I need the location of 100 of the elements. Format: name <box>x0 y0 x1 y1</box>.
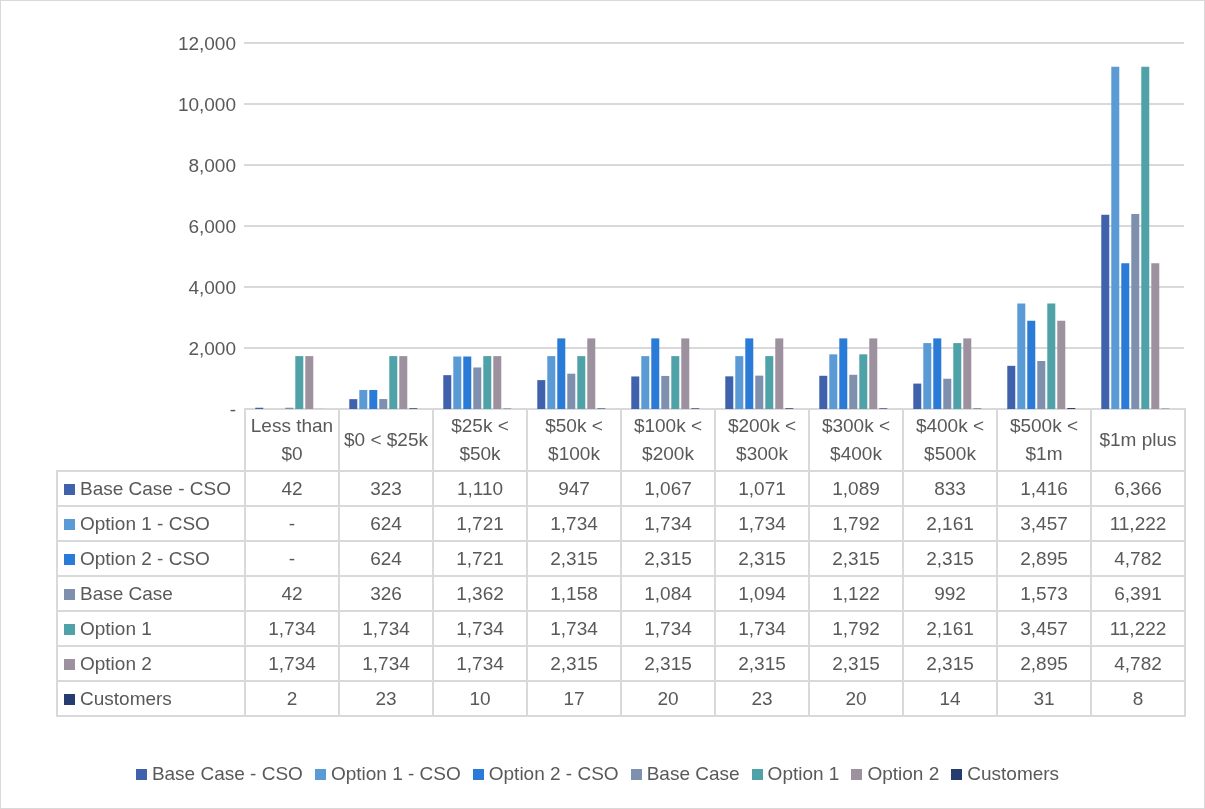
bar <box>671 356 680 409</box>
data-label: 2,315 <box>527 646 621 681</box>
bar <box>389 356 398 409</box>
x-tick-label: Less than $0 <box>245 409 339 471</box>
x-tick-label: $0 < $25k <box>339 409 433 471</box>
x-tick-label: $100k < $200k <box>621 409 715 471</box>
bar <box>829 354 838 409</box>
data-label: 2,161 <box>903 611 997 646</box>
bar <box>1141 66 1150 409</box>
data-label: 2,315 <box>809 541 903 576</box>
bar <box>1151 263 1160 409</box>
data-label: 947 <box>527 471 621 506</box>
data-label: 323 <box>339 471 433 506</box>
bar <box>1047 303 1056 409</box>
bar <box>725 376 734 409</box>
text: Option 2 - CSO <box>488 763 619 784</box>
bar <box>735 356 744 409</box>
bar <box>745 338 754 409</box>
y-tick-label: 8,000 <box>188 154 236 176</box>
bar <box>369 389 378 409</box>
data-label: 4,782 <box>1091 646 1185 681</box>
data-label: 8 <box>1091 681 1185 716</box>
x-tick-label: $1m plus <box>1091 409 1185 471</box>
data-label: 1,084 <box>621 576 715 611</box>
x-tick-label: $25k < $50k <box>433 409 527 471</box>
legend-label: Option 1 - CSO <box>57 506 245 541</box>
text: Customers <box>967 763 1060 784</box>
data-label: 1,089 <box>809 471 903 506</box>
bar <box>775 338 784 409</box>
data-label: 2,315 <box>903 541 997 576</box>
bar <box>933 338 942 409</box>
y-tick-label: 4,000 <box>188 276 236 298</box>
data-label: 624 <box>339 506 433 541</box>
bar <box>359 389 368 409</box>
data-label: 1,721 <box>433 541 527 576</box>
data-label: 6,391 <box>1091 576 1185 611</box>
data-label: 1,094 <box>715 576 809 611</box>
data-label: 326 <box>339 576 433 611</box>
y-tick-label: - <box>229 398 236 420</box>
bar <box>859 354 868 409</box>
data-label: 2,315 <box>809 646 903 681</box>
data-label: 1,734 <box>527 506 621 541</box>
text: Option 1 - CSO <box>330 763 461 784</box>
data-label: 1,734 <box>715 611 809 646</box>
y-tick-label: 10,000 <box>177 93 236 115</box>
data-label: 1,734 <box>245 646 339 681</box>
bar <box>1007 365 1016 409</box>
data-label: 1,734 <box>339 611 433 646</box>
data-label: 1,416 <box>997 471 1091 506</box>
bar <box>923 343 932 409</box>
data-label: 1,734 <box>433 611 527 646</box>
x-tick-label: $300k < $400k <box>809 409 903 471</box>
data-label: 23 <box>715 681 809 716</box>
data-label: 2,895 <box>997 541 1091 576</box>
data-label: 1,734 <box>621 506 715 541</box>
bar <box>953 343 962 409</box>
bar <box>587 338 596 409</box>
text: - <box>288 512 296 534</box>
bar <box>463 356 472 409</box>
data-label: 1,122 <box>809 576 903 611</box>
x-tick-label: $400k < $500k <box>903 409 997 471</box>
legend-label: Option 2 <box>57 646 245 681</box>
bar <box>1111 66 1120 409</box>
bar <box>849 374 858 409</box>
data-label: 6,366 <box>1091 471 1185 506</box>
data-label: 1,792 <box>809 611 903 646</box>
data-label: 2,315 <box>621 646 715 681</box>
bar <box>557 338 566 409</box>
legend-label: Base Case <box>57 576 245 611</box>
bar <box>349 399 358 409</box>
bar <box>443 375 452 409</box>
data-label: 992 <box>903 576 997 611</box>
bar <box>305 356 314 409</box>
data-label: 2,315 <box>715 541 809 576</box>
bar <box>681 338 690 409</box>
bar <box>1027 320 1036 409</box>
legend-label: Customers <box>57 681 245 716</box>
bar <box>399 356 408 409</box>
data-label: 3,457 <box>997 506 1091 541</box>
data-label: 42 <box>245 471 339 506</box>
bar <box>943 378 952 409</box>
data-label: 20 <box>809 681 903 716</box>
data-label: 2,315 <box>621 541 715 576</box>
bar <box>493 356 502 409</box>
bar <box>483 356 492 409</box>
bar <box>1121 263 1130 409</box>
bar <box>453 356 462 409</box>
bar <box>869 338 878 409</box>
bar <box>1017 303 1026 409</box>
data-label: 1,734 <box>245 611 339 646</box>
data-label: 1,734 <box>621 611 715 646</box>
bar <box>963 338 972 409</box>
bar <box>641 356 650 409</box>
data-label: 31 <box>997 681 1091 716</box>
bar <box>567 373 576 409</box>
text: - <box>288 547 296 569</box>
bar <box>913 383 922 409</box>
data-label: 1,721 <box>433 506 527 541</box>
data-label: 42 <box>245 576 339 611</box>
data-label: 1,734 <box>433 646 527 681</box>
